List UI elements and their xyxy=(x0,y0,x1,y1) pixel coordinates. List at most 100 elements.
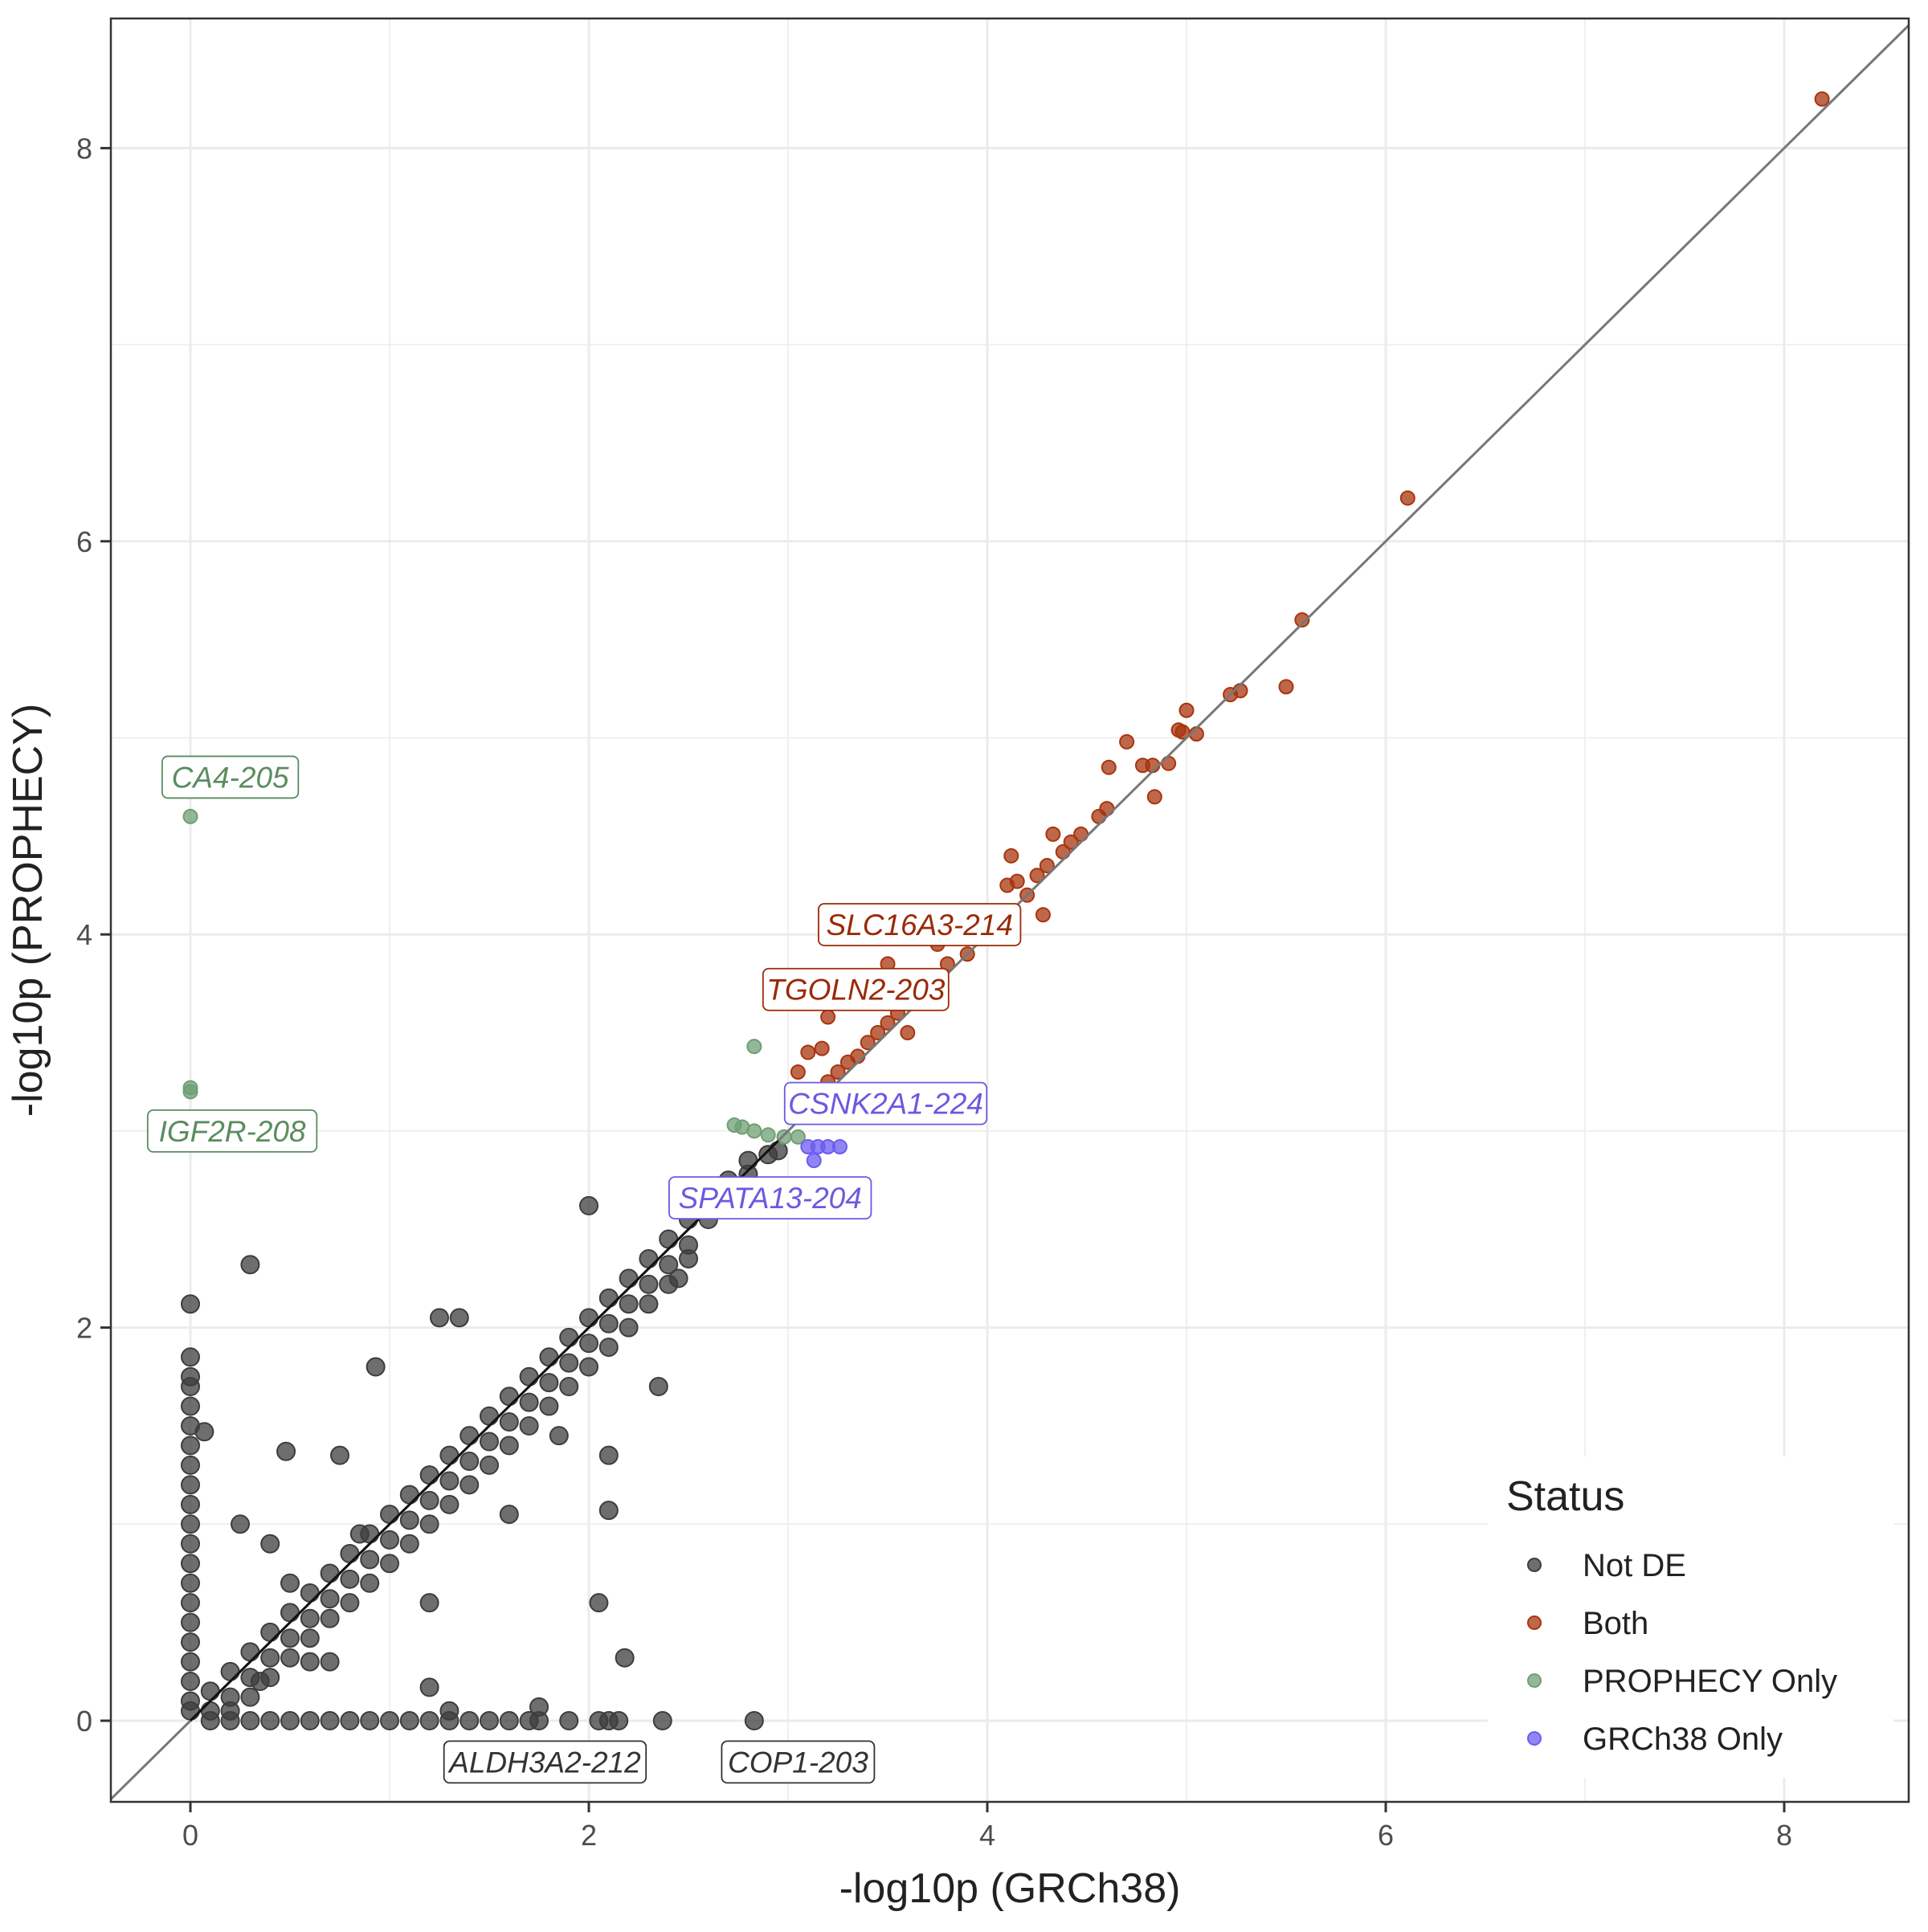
point-both xyxy=(820,1009,836,1025)
point-not-de xyxy=(499,1387,519,1407)
annotation-label: CA4-205 xyxy=(161,755,300,799)
point-not-de xyxy=(340,1711,360,1730)
point-both xyxy=(870,1025,886,1041)
annotation-label: TGOLN2-203 xyxy=(762,967,950,1011)
point-both xyxy=(1278,679,1294,695)
point-not-de xyxy=(559,1711,579,1730)
legend-label: Not DE xyxy=(1583,1548,1686,1583)
point-not-de xyxy=(559,1327,579,1347)
point-both xyxy=(1045,826,1061,842)
point-both xyxy=(839,1054,856,1070)
point-not-de xyxy=(399,1711,419,1730)
point-both xyxy=(790,1064,806,1080)
point-prophecy-only xyxy=(182,1080,198,1096)
point-not-de xyxy=(220,1661,240,1681)
point-not-de xyxy=(181,1475,200,1495)
point-not-de xyxy=(340,1569,360,1589)
point-not-de xyxy=(609,1711,629,1730)
point-not-de xyxy=(439,1471,460,1491)
annotation-box xyxy=(161,755,300,799)
point-not-de xyxy=(340,1593,360,1613)
point-both xyxy=(814,1040,830,1056)
point-not-de xyxy=(539,1396,559,1416)
point-not-de xyxy=(619,1317,639,1338)
point-not-de xyxy=(349,1524,370,1544)
point-not-de xyxy=(529,1697,549,1717)
point-not-de xyxy=(499,1412,519,1432)
point-not-de xyxy=(181,1455,200,1475)
annotation-box xyxy=(668,1176,872,1219)
annotation-label: IGF2R-208 xyxy=(146,1109,318,1153)
point-not-de xyxy=(220,1701,240,1721)
point-both xyxy=(880,1015,896,1031)
y-tick-label: 6 xyxy=(76,525,92,558)
point-not-de xyxy=(320,1589,340,1609)
point-not-de xyxy=(598,1501,619,1521)
point-not-de xyxy=(419,1677,439,1697)
annotation-label: SPATA13-204 xyxy=(668,1176,872,1219)
point-not-de xyxy=(744,1711,764,1730)
point-not-de xyxy=(668,1268,688,1289)
point-not-de xyxy=(240,1642,260,1662)
point-not-de xyxy=(519,1415,539,1436)
point-not-de xyxy=(240,1668,260,1688)
x-axis-title: -log10p (GRCh38) xyxy=(839,1865,1181,1912)
point-not-de xyxy=(320,1652,340,1672)
annotation-label: COP1-203 xyxy=(721,1740,876,1784)
point-grch38-only xyxy=(806,1153,822,1169)
point-not-de xyxy=(240,1255,260,1275)
point-not-de xyxy=(181,1593,200,1613)
point-not-de xyxy=(340,1544,360,1564)
point-not-de xyxy=(639,1248,659,1268)
point-not-de xyxy=(260,1648,280,1668)
annotations-layer: CA4-205 IGF2R-208 SLC16A3-214 TGOLN2-203 CSN… xyxy=(146,755,1022,1784)
legend-background xyxy=(1488,1456,1893,1778)
point-both xyxy=(1039,858,1055,874)
annotation-box xyxy=(818,903,1022,946)
y-axis-title: -log10p (PROPHECY) xyxy=(5,704,51,1117)
point-not-de xyxy=(181,1573,200,1593)
point-not-de xyxy=(181,1652,200,1672)
point-not-de xyxy=(260,1711,280,1730)
point-not-de xyxy=(380,1530,399,1550)
point-not-de xyxy=(559,1353,579,1373)
point-not-de xyxy=(399,1534,419,1554)
legend-title: Status xyxy=(1506,1473,1624,1520)
point-not-de xyxy=(200,1681,220,1701)
point-not-de xyxy=(300,1583,320,1603)
point-not-de xyxy=(240,1711,260,1730)
point-not-de xyxy=(439,1701,460,1721)
point-not-de xyxy=(598,1313,619,1334)
annotation-label: CSNK2A1-224 xyxy=(783,1081,988,1125)
point-not-de xyxy=(260,1668,280,1688)
point-not-de xyxy=(181,1347,200,1367)
point-not-de xyxy=(366,1357,386,1377)
y-tick-label: 4 xyxy=(76,918,92,951)
annotation-box xyxy=(146,1109,318,1153)
point-both xyxy=(1178,702,1195,718)
y-tick-label: 8 xyxy=(76,132,92,165)
point-both xyxy=(1003,848,1019,864)
point-both xyxy=(1814,91,1830,107)
point-grch38-only xyxy=(831,1138,848,1154)
point-not-de xyxy=(231,1514,250,1534)
annotation-text: ALDH3A2-212 xyxy=(447,1746,641,1779)
point-not-de xyxy=(619,1268,639,1289)
point-not-de xyxy=(280,1573,300,1593)
x-tick-label: 6 xyxy=(1378,1819,1394,1852)
point-not-de xyxy=(519,1366,539,1387)
point-not-de xyxy=(589,1593,609,1613)
point-prophecy-only xyxy=(760,1127,776,1143)
annotation-text: SPATA13-204 xyxy=(679,1182,862,1215)
point-both xyxy=(1035,907,1051,923)
point-not-de xyxy=(300,1608,320,1628)
point-not-de xyxy=(619,1294,639,1314)
point-not-de xyxy=(419,1514,439,1534)
annotation-text: TGOLN2-203 xyxy=(766,974,946,1007)
point-not-de xyxy=(648,1377,668,1397)
point-not-de xyxy=(652,1711,672,1730)
point-both xyxy=(860,1035,876,1051)
point-both xyxy=(1174,724,1191,740)
point-not-de xyxy=(460,1711,480,1730)
point-not-de xyxy=(280,1603,300,1623)
